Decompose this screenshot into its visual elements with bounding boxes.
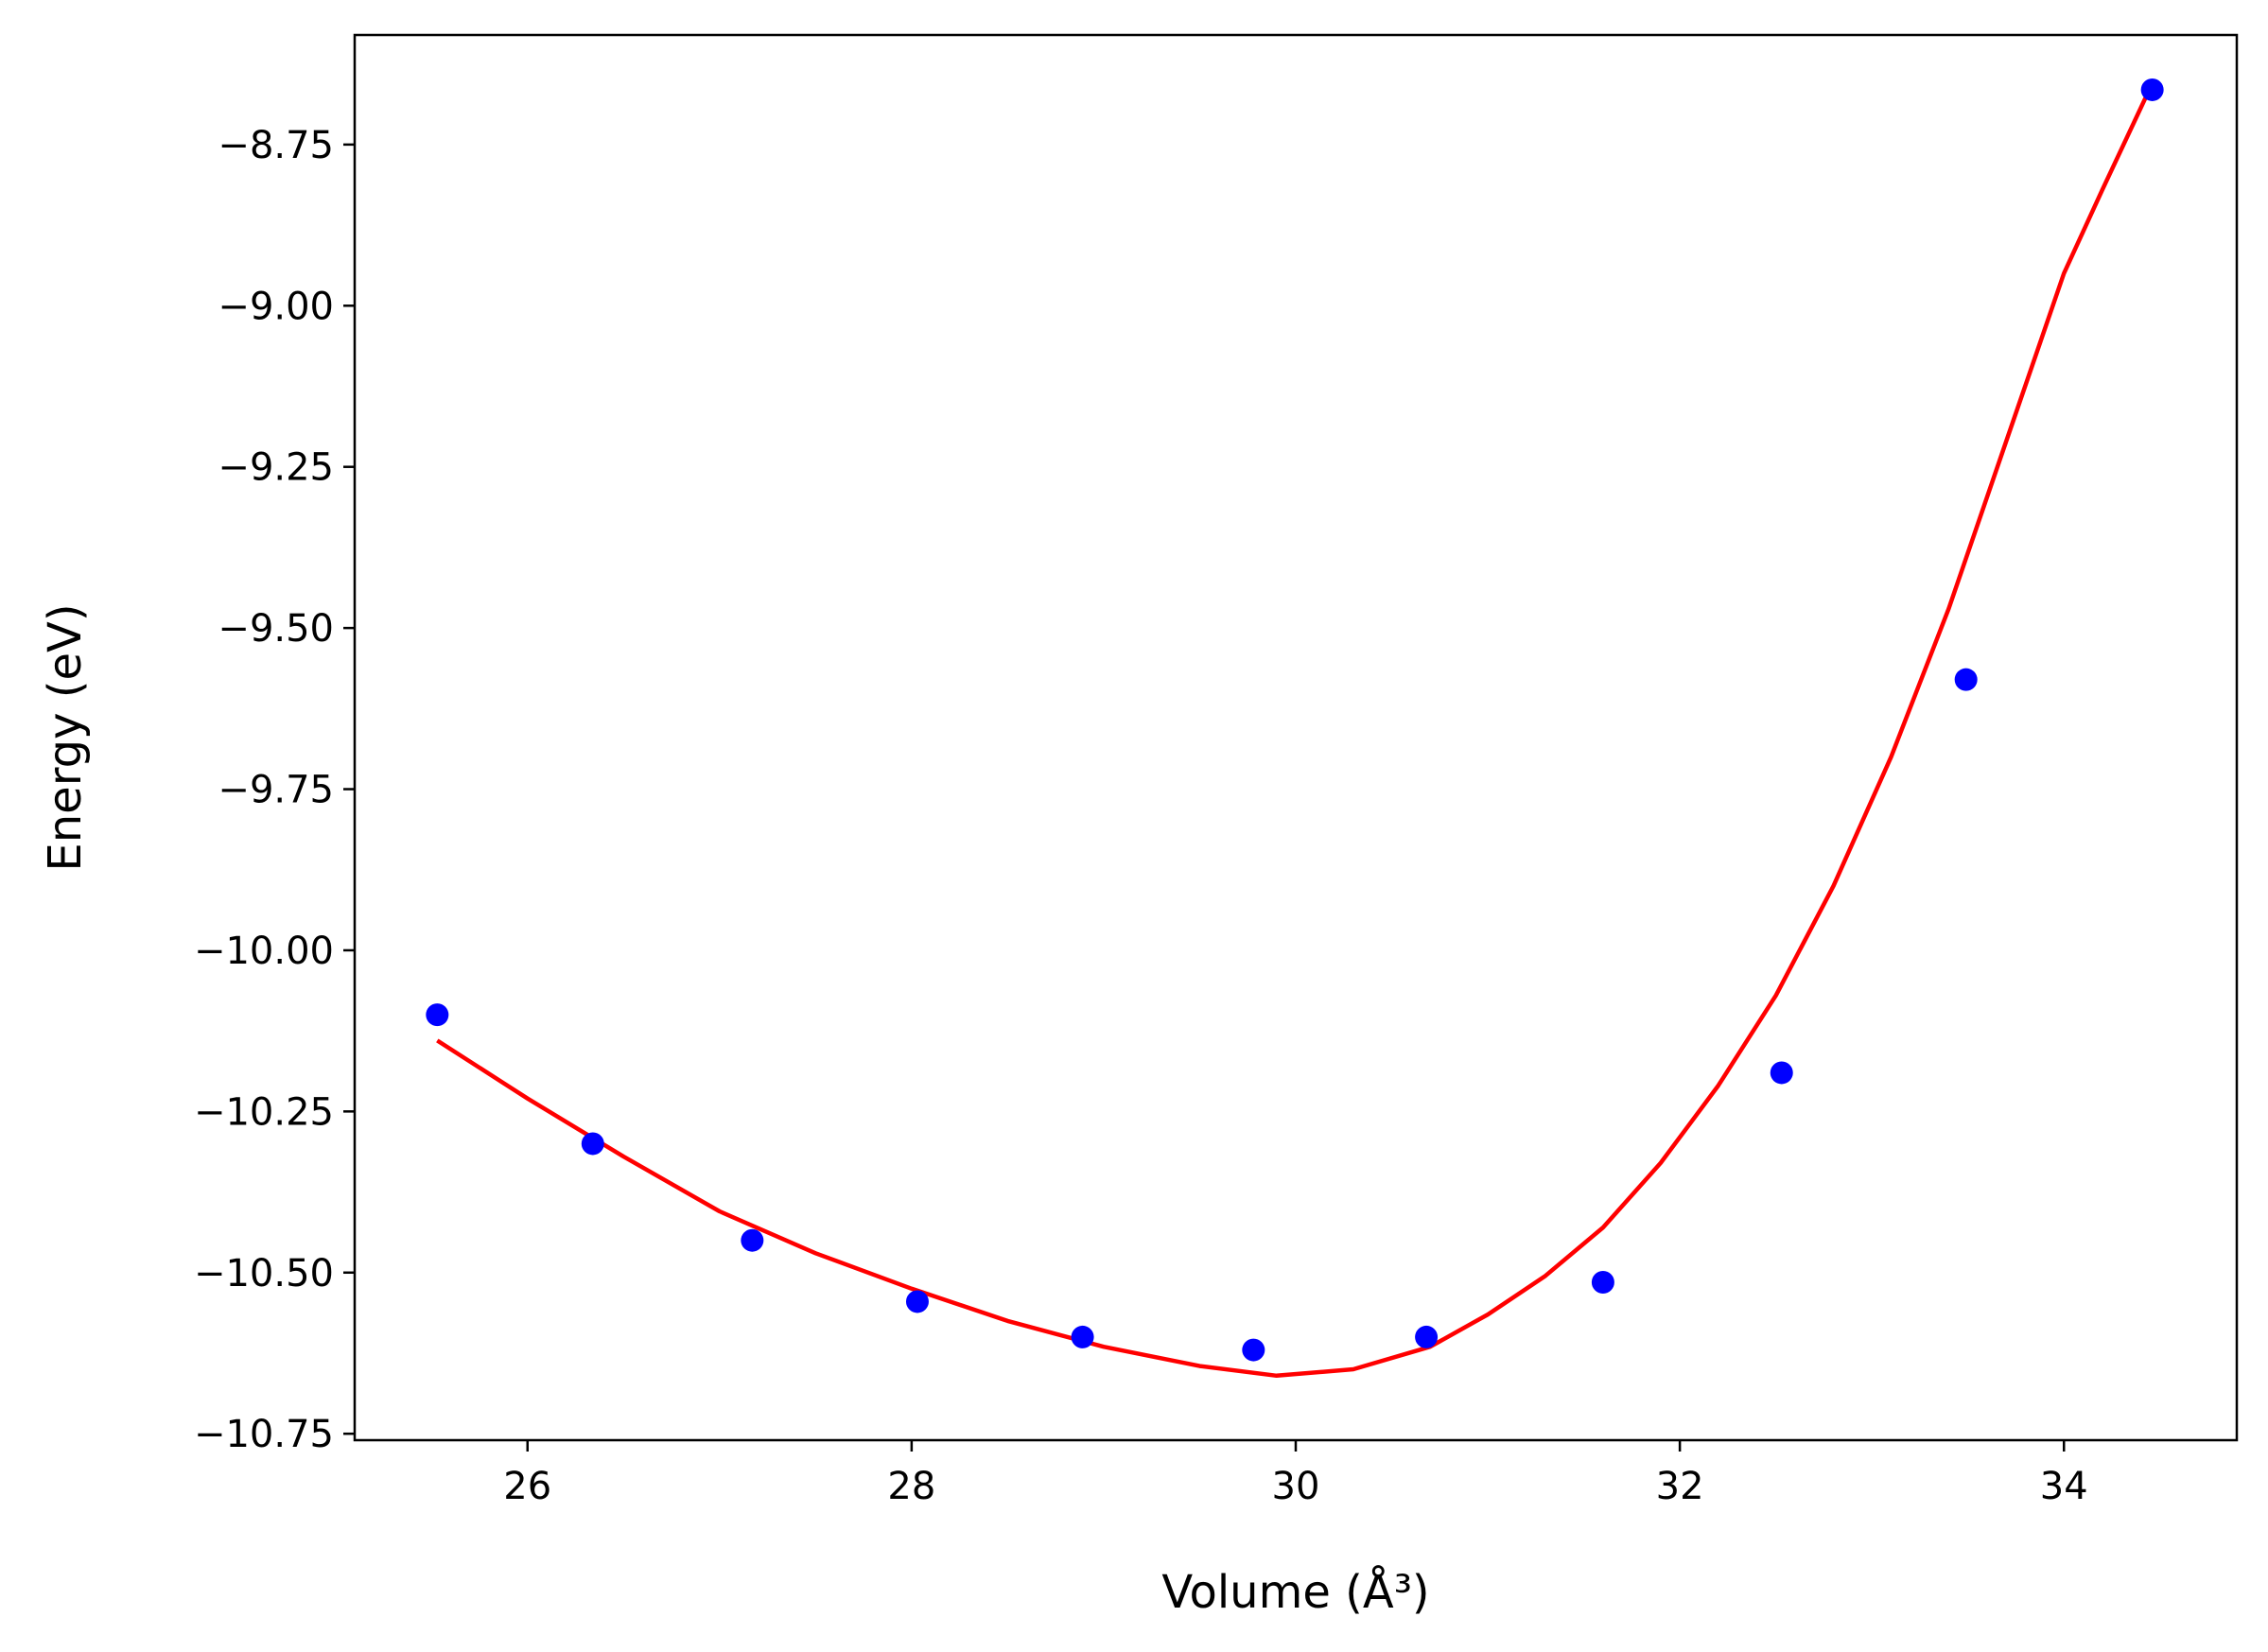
data-point [1415, 1325, 1439, 1348]
data-points [426, 78, 2164, 1362]
data-point [1954, 668, 1978, 691]
y-tick-label: −9.25 [218, 446, 334, 490]
data-point [2140, 78, 2164, 101]
y-tick-label: −10.25 [194, 1090, 334, 1134]
x-tick-label: 32 [1656, 1465, 1704, 1508]
data-point [905, 1290, 929, 1313]
fit-line [436, 82, 2155, 1379]
y-axis-ticks: −8.75 −9.00 −9.25 −9.50 −9.75 −10.00 −10.25 −10… [194, 124, 355, 1456]
data-point [581, 1132, 604, 1156]
data-point [426, 1003, 449, 1027]
fit-curve [436, 82, 2155, 1379]
x-tick-label: 34 [2040, 1465, 2088, 1508]
data-point [1591, 1270, 1614, 1294]
x-tick-label: 28 [887, 1465, 935, 1508]
y-tick-label: −9.00 [218, 285, 334, 328]
y-tick-label: −8.75 [218, 124, 334, 167]
y-axis-label: Energy (eV) [39, 603, 92, 871]
x-axis-ticks: 26 28 30 32 34 [503, 1440, 2088, 1508]
data-point [1071, 1325, 1094, 1348]
y-tick-label: −10.75 [194, 1413, 334, 1456]
y-tick-label: −10.00 [194, 930, 334, 973]
plot-frame [353, 33, 2239, 1442]
y-tick-label: −9.50 [218, 607, 334, 651]
x-tick-label: 30 [1272, 1465, 1320, 1508]
x-axis-label: Volume (Å³) [1161, 1565, 1429, 1619]
data-point [1770, 1061, 1793, 1085]
y-tick-label: −9.75 [218, 769, 334, 812]
data-point [1242, 1338, 1265, 1362]
x-tick-label: 26 [503, 1465, 551, 1508]
y-tick-label: −10.50 [194, 1252, 334, 1296]
data-point [741, 1228, 764, 1252]
